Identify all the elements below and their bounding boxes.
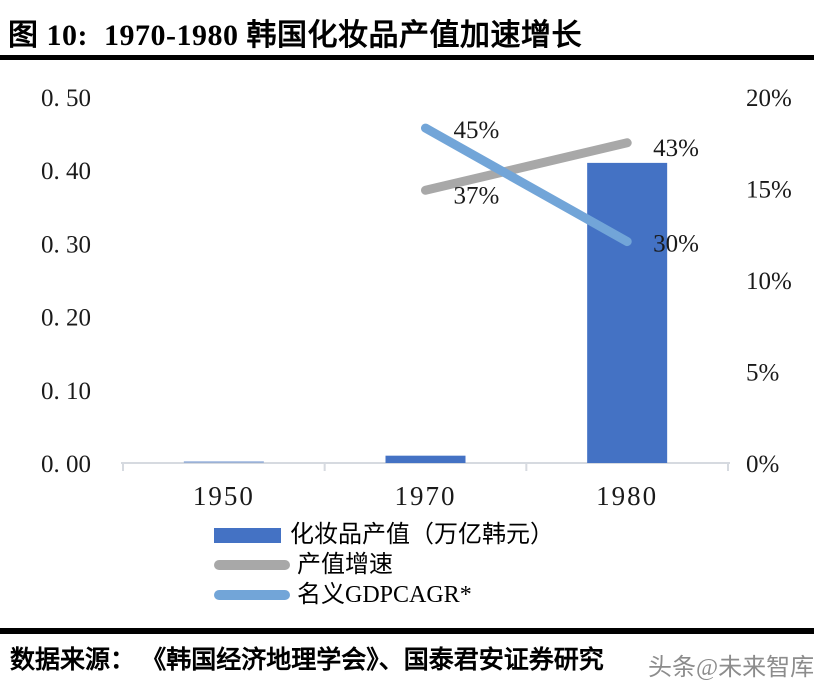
line-point-label: 30% xyxy=(653,231,699,258)
x-axis-category-label: 1980 xyxy=(596,481,658,511)
legend-item-gdp-cagr: 名义GDPCAGR* xyxy=(214,582,554,608)
legend-swatch-blue-line xyxy=(214,590,290,600)
legend-label-output-growth: 产值增速 xyxy=(297,552,393,578)
title-divider xyxy=(0,55,814,60)
left-axis-tick-label: 0. 10 xyxy=(41,378,91,405)
left-axis-tick-label: 0. 20 xyxy=(41,305,91,332)
combo-chart: 0. 50 0. 40 0. 30 0. 20 0. 10 0. 00 20% 15% 10% 5… xyxy=(41,85,792,511)
right-axis-tick-label: 0% xyxy=(746,451,779,478)
line-point-label: 43% xyxy=(653,135,699,162)
line-point-label: 45% xyxy=(454,117,500,144)
line-series-1 xyxy=(421,138,632,195)
line-point-label: 37% xyxy=(454,182,500,209)
right-axis-tick-label: 20% xyxy=(746,85,792,112)
watermark-text: 头条@未来智库 xyxy=(648,655,814,681)
x-axis-category-label: 1970 xyxy=(395,481,457,511)
bar-1970 xyxy=(385,455,466,463)
legend-label-gdp-cagr: 名义GDPCAGR* xyxy=(297,582,472,608)
legend-item-output-growth: 产值增速 xyxy=(214,552,554,578)
x-axis-category-label: 1950 xyxy=(193,481,255,511)
legend-swatch-gray-line xyxy=(214,560,290,570)
left-axis-tick-label: 0. 50 xyxy=(41,85,91,112)
right-axis-tick-label: 15% xyxy=(746,177,792,204)
legend-item-cosmetics-output: 化妆品产值（万亿韩元） xyxy=(214,522,554,548)
left-axis-tick-label: 0. 30 xyxy=(41,231,91,258)
footer-divider xyxy=(0,628,814,634)
figure-title: 图 10: 1970-1980 韩国化妆品产值加速增长 xyxy=(8,19,582,52)
data-source-text: 数据来源： 《韩国经济地理学会》、国泰君安证券研究 xyxy=(10,647,604,674)
chart-legend: 化妆品产值（万亿韩元） 产值增速 名义GDPCAGR* xyxy=(214,522,554,608)
left-axis-tick-label: 0. 40 xyxy=(41,158,91,185)
right-axis-tick-label: 5% xyxy=(746,360,779,387)
right-axis-tick-label: 10% xyxy=(746,268,792,295)
left-axis-tick-label: 0. 00 xyxy=(41,451,91,478)
bar-1950 xyxy=(183,461,264,463)
legend-swatch-bar xyxy=(214,527,281,543)
bar-1980 xyxy=(587,162,668,463)
line-series-2 xyxy=(421,123,632,247)
legend-label-cosmetics-output: 化妆品产值（万亿韩元） xyxy=(290,522,554,548)
